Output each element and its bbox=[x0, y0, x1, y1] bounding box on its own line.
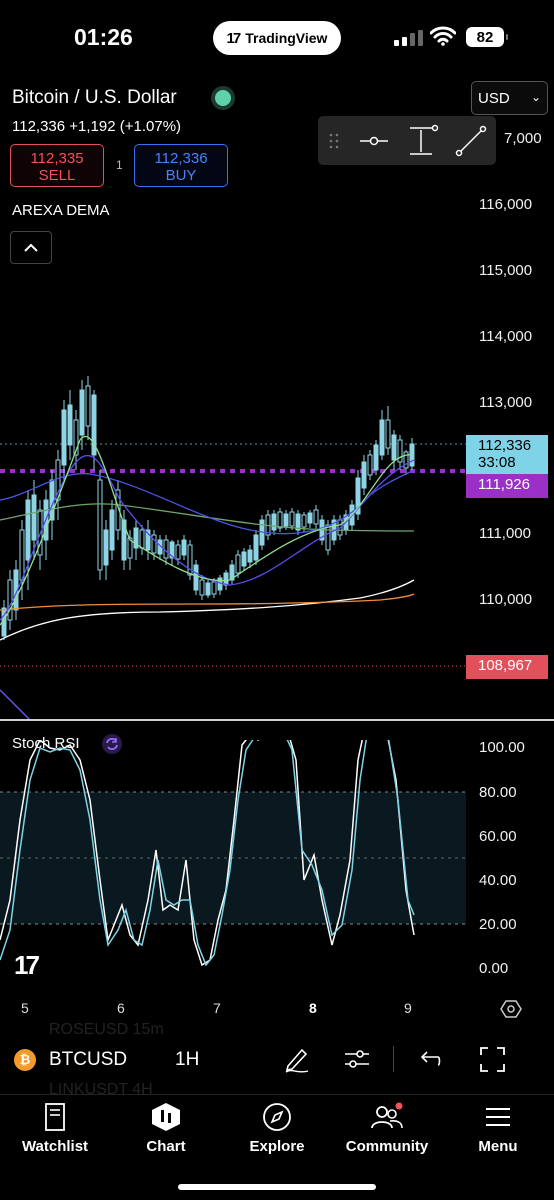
market-open-indicator bbox=[215, 90, 231, 106]
price-axis-label: 114,000 bbox=[479, 328, 533, 345]
stoch-axis-label: 80.00 bbox=[479, 784, 517, 801]
status-time: 01:26 bbox=[74, 24, 133, 50]
sell-label: SELL bbox=[38, 167, 76, 184]
time-axis-label: 9 bbox=[404, 1000, 412, 1016]
stoch-axis-label: 100.00 bbox=[479, 739, 525, 756]
moving-averages bbox=[0, 436, 415, 720]
tab-community[interactable]: Community bbox=[337, 1100, 437, 1155]
price-axis-label: 111,000 bbox=[479, 525, 531, 542]
tradingview-watermark-icon: 17 bbox=[14, 950, 40, 980]
indicator-legend[interactable]: AREXA DEMA bbox=[12, 202, 110, 219]
app-pill[interactable]: 17 TradingView bbox=[213, 21, 341, 55]
home-indicator bbox=[178, 1184, 376, 1190]
drag-handle-icon[interactable] bbox=[328, 133, 340, 149]
timeframe-button[interactable]: 1H bbox=[175, 1049, 200, 1070]
tab-label: Chart bbox=[146, 1138, 186, 1155]
app-pill-label: TradingView bbox=[245, 30, 328, 46]
stoch-axis-label: 0.00 bbox=[479, 960, 509, 977]
chevron-down-icon: ⌄ bbox=[530, 90, 541, 104]
tab-chart[interactable]: Chart bbox=[116, 1100, 216, 1155]
chevron-up-icon bbox=[24, 243, 38, 252]
indicators-sliders-icon[interactable] bbox=[343, 1046, 371, 1072]
wifi-icon bbox=[430, 26, 456, 46]
sell-button[interactable]: 112,335 SELL bbox=[10, 144, 104, 187]
people-icon bbox=[371, 1102, 403, 1129]
tab-label: Explore bbox=[249, 1138, 305, 1155]
symbol-ticker[interactable]: BTCUSD bbox=[49, 1049, 128, 1070]
trend-line-tool-icon[interactable] bbox=[454, 124, 488, 158]
tradingview-logo-icon: 17 bbox=[226, 29, 242, 47]
stoch-axis-label: 40.00 bbox=[479, 872, 517, 889]
currency-value: USD bbox=[478, 90, 510, 107]
hamburger-icon bbox=[486, 1108, 510, 1126]
tabbar-divider bbox=[0, 1094, 554, 1095]
sell-price: 112,335 bbox=[30, 150, 84, 167]
time-axis-label: 8 bbox=[309, 1000, 317, 1016]
tab-menu[interactable]: Menu bbox=[448, 1100, 548, 1155]
candles bbox=[1, 376, 415, 640]
price-axis-label: 7,000 bbox=[504, 130, 542, 147]
tab-label: Menu bbox=[478, 1138, 518, 1155]
tab-label: Watchlist bbox=[21, 1138, 89, 1155]
price-axis-label: 116,000 bbox=[479, 196, 533, 213]
stoch-axis-label: 20.00 bbox=[479, 916, 517, 933]
price-range-tool-icon[interactable] bbox=[406, 124, 440, 158]
current-price-tag: 112,336 33:08 bbox=[466, 435, 548, 475]
drawing-pen-icon[interactable] bbox=[282, 1044, 312, 1074]
signal-icon bbox=[394, 30, 423, 46]
time-axis-label: 5 bbox=[21, 1000, 29, 1016]
tab-label: Community bbox=[345, 1138, 429, 1155]
price-axis-label: 115,000 bbox=[479, 262, 533, 279]
stoch-axis-label: 60.00 bbox=[479, 828, 517, 845]
bar-countdown: 33:08 bbox=[478, 454, 516, 471]
current-price-value: 112,336 bbox=[478, 437, 532, 454]
price-change-line: 112,336 +1,192 (+1.07%) bbox=[12, 118, 182, 135]
stoch-rsi-chart[interactable] bbox=[0, 740, 554, 990]
low-price-tag: 108,967 bbox=[466, 655, 548, 679]
tab-watchlist[interactable]: Watchlist bbox=[5, 1100, 105, 1155]
ghost-list-row: LINKUSDT 4H bbox=[49, 1081, 153, 1098]
time-axis-label: 7 bbox=[213, 1000, 221, 1016]
drawing-toolbar bbox=[318, 116, 496, 165]
pane-divider[interactable] bbox=[0, 719, 554, 721]
spread-value: 1 bbox=[116, 158, 123, 172]
chart-icon bbox=[152, 1103, 180, 1131]
currency-select[interactable]: USD ⌄ bbox=[471, 81, 548, 115]
tab-explore[interactable]: Explore bbox=[227, 1100, 327, 1155]
stoch-rsi-title[interactable]: Stoch RSI bbox=[12, 735, 80, 752]
symbol-title[interactable]: Bitcoin / U.S. Dollar bbox=[12, 87, 177, 108]
ghost-list-row: ROSEUSD 15m bbox=[49, 1021, 164, 1038]
buy-price: 112,336 bbox=[154, 150, 208, 167]
undo-icon[interactable] bbox=[418, 1049, 442, 1069]
level-price-tag: 111,926 bbox=[466, 474, 548, 498]
price-axis-label: 113,000 bbox=[479, 394, 533, 411]
buy-label: BUY bbox=[165, 167, 197, 184]
compass-icon bbox=[263, 1103, 291, 1131]
horizontal-line-tool-icon[interactable] bbox=[358, 132, 390, 150]
toolbar-divider bbox=[393, 1046, 394, 1072]
price-axis-label: 110,000 bbox=[479, 591, 533, 608]
battery-indicator: 82 bbox=[466, 27, 508, 47]
time-axis-label: 6 bbox=[117, 1000, 125, 1016]
book-icon bbox=[45, 1103, 65, 1131]
refresh-icon[interactable] bbox=[101, 733, 123, 755]
fullscreen-icon[interactable] bbox=[479, 1046, 506, 1073]
price-chart[interactable] bbox=[0, 190, 554, 720]
collapse-legend-button[interactable] bbox=[10, 231, 52, 264]
chart-settings-icon[interactable] bbox=[500, 998, 522, 1020]
bitcoin-icon: ₿ bbox=[14, 1049, 36, 1071]
buy-button[interactable]: 112,336 BUY bbox=[134, 144, 228, 187]
